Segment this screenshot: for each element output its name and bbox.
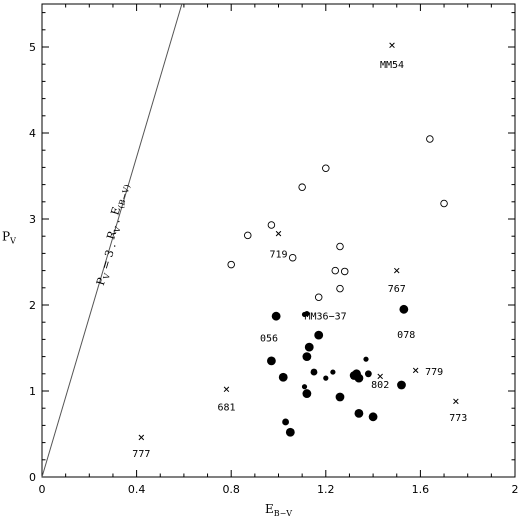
filled-point xyxy=(364,370,372,378)
filled-point xyxy=(271,311,281,321)
filled-point xyxy=(302,352,312,361)
open-point xyxy=(336,242,344,251)
cross-point-series xyxy=(138,42,459,441)
point-label: 802 xyxy=(371,380,389,391)
cross-stroke xyxy=(389,42,395,49)
point-annotations: MM54 719 767 MM36−37 056 078 779 802 681 773 777 xyxy=(132,60,467,460)
cross-stroke xyxy=(393,267,400,274)
open-point xyxy=(426,135,434,143)
filled-point xyxy=(314,330,324,340)
filled-point xyxy=(278,372,288,382)
filled-point xyxy=(310,368,318,376)
point-label: 773 xyxy=(449,413,467,424)
filled-point xyxy=(323,375,329,381)
x-axis-title: EB−V xyxy=(265,502,292,518)
cross-point xyxy=(138,434,145,441)
relation-label-subscript: V xyxy=(112,225,123,234)
filled-point xyxy=(397,380,406,390)
open-point xyxy=(244,231,252,240)
point-label: 056 xyxy=(260,334,278,345)
filled-point xyxy=(354,408,364,418)
open-point xyxy=(298,183,306,191)
y-tick-label: 4 xyxy=(29,127,36,140)
x-axis-title-main: E xyxy=(265,502,274,516)
y-axis-title-sub: V xyxy=(9,237,16,246)
cross-point xyxy=(412,367,419,374)
point-label: 779 xyxy=(425,367,443,378)
y-tick-label: 2 xyxy=(29,299,36,312)
open-point xyxy=(227,260,235,269)
filled-point xyxy=(301,384,308,390)
y-tick-label: 3 xyxy=(29,213,36,226)
filled-point xyxy=(282,418,289,426)
open-point xyxy=(336,284,344,293)
cross-point xyxy=(275,230,282,237)
filled-point xyxy=(285,427,295,437)
relation-label-subscript: (B−V) xyxy=(116,183,132,209)
filled-point xyxy=(335,392,345,402)
cross-point xyxy=(223,386,230,393)
y-axis-title: PV xyxy=(2,230,16,246)
x-tick-label: 1.2 xyxy=(317,483,335,496)
point-label: 777 xyxy=(132,449,150,460)
filled-point xyxy=(368,412,378,422)
point-label: 078 xyxy=(397,330,415,341)
filled-point xyxy=(352,369,361,379)
point-label: MM54 xyxy=(380,60,404,71)
relation-label-subscript: V xyxy=(101,272,112,281)
open-point xyxy=(314,293,323,302)
x-tick-label: 0.8 xyxy=(222,483,240,496)
relation-label-part: = 3 . xyxy=(98,238,120,274)
cross-point xyxy=(453,398,459,405)
point-label: 767 xyxy=(388,284,406,295)
filled-point xyxy=(302,389,312,398)
open-point xyxy=(288,253,297,262)
cross-point xyxy=(389,42,395,49)
filled-point xyxy=(399,304,409,314)
x-axis-title-sub: B−V xyxy=(274,509,293,518)
relation-label-part: . xyxy=(108,214,123,228)
x-axis-ticks: 0 0.4 0.8 1.2 1.6 2 xyxy=(39,4,519,496)
relation-line xyxy=(41,3,183,478)
cross-point xyxy=(377,373,383,380)
open-point xyxy=(331,266,340,275)
point-label: 719 xyxy=(269,249,287,260)
x-tick-label: 2 xyxy=(512,483,519,496)
open-point xyxy=(267,221,276,229)
y-tick-label: 0 xyxy=(29,471,36,484)
cross-stroke xyxy=(138,434,145,441)
cross-point xyxy=(393,267,400,274)
cross-stroke xyxy=(275,230,282,237)
point-label: MM36−37 xyxy=(305,311,347,322)
y-axis-ticks: 0 1 2 3 4 5 xyxy=(29,12,515,484)
cross-stroke xyxy=(453,398,459,405)
x-tick-label: 0 xyxy=(39,483,46,496)
relation-line-label: PV = 3 . RV . E(B−V) xyxy=(88,182,138,288)
filled-point xyxy=(363,356,369,362)
x-tick-label: 1.6 xyxy=(412,483,430,496)
open-point xyxy=(440,199,448,208)
y-axis-title-main: P xyxy=(2,230,10,244)
cross-stroke xyxy=(377,373,383,380)
open-point xyxy=(322,164,330,173)
filled-point xyxy=(267,356,276,366)
open-point xyxy=(340,267,349,276)
x-tick-label: 0.4 xyxy=(128,483,146,496)
open-point-series xyxy=(227,135,448,302)
filled-point xyxy=(304,342,314,352)
filled-point-series xyxy=(267,304,409,437)
filled-point xyxy=(330,369,336,375)
relation-line-group: PV = 3 . RV . E(B−V) xyxy=(41,3,183,478)
cross-stroke xyxy=(412,367,419,374)
y-tick-label: 1 xyxy=(29,385,36,398)
y-tick-label: 5 xyxy=(29,41,36,54)
filled-point xyxy=(304,311,310,317)
point-label: 681 xyxy=(217,402,235,413)
relation-label-part: E xyxy=(108,205,123,216)
cross-stroke xyxy=(223,386,230,393)
relation-label-part: P xyxy=(94,276,109,287)
